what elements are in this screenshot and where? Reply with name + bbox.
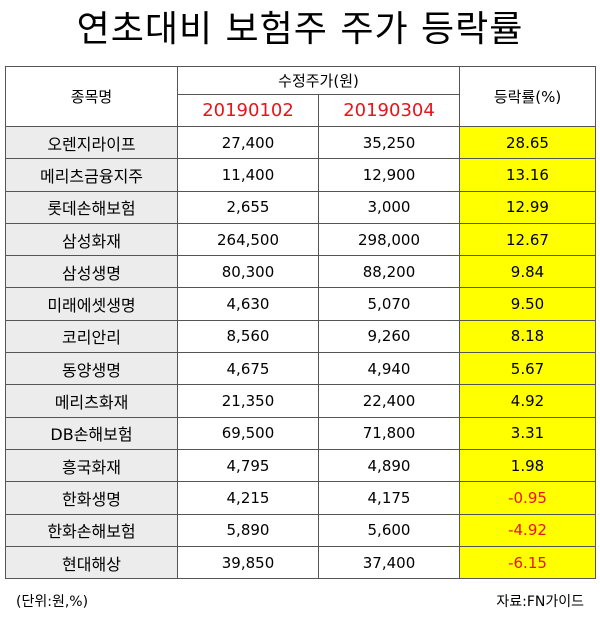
price-start-cell: 8,560 [177, 319, 319, 354]
price-end-cell: 3,000 [318, 190, 460, 224]
page-title: 연초대비 보험주 주가 등락률 [76, 9, 524, 50]
change-rate-cell: 4.92 [459, 384, 596, 418]
change-rate-cell: 28.65 [459, 125, 596, 160]
table-row: 동양생명 4,675 4,940 5.67 [5, 352, 596, 386]
company-name-cell: DB손해보험 [5, 416, 178, 450]
company-name-cell: 코리안리 [5, 319, 178, 354]
price-end-cell: 35,250 [318, 125, 460, 160]
table-row: 삼성생명 80,300 88,200 9.84 [5, 255, 596, 289]
company-name-cell: 미래에셋생명 [5, 287, 178, 321]
price-end-cell: 298,000 [318, 222, 460, 257]
price-end-cell: 22,400 [318, 384, 460, 418]
price-end-cell: 4,175 [318, 481, 460, 515]
change-rate-cell: 5.67 [459, 352, 596, 386]
change-rate-cell: -6.15 [459, 545, 596, 580]
price-end-cell: 5,600 [318, 513, 460, 547]
price-start-cell: 264,500 [177, 222, 319, 257]
price-end-cell: 88,200 [318, 255, 460, 289]
table-row: 메리츠금융지주 11,400 12,900 13.16 [5, 158, 596, 192]
table-row: 한화손해보험 5,890 5,600 -4.92 [5, 513, 596, 547]
header-change-rate: 등락률(%) [459, 66, 596, 127]
price-start-cell: 4,215 [177, 481, 319, 515]
source-note: 자료:FN가이드 [496, 594, 584, 610]
change-rate-cell: 9.84 [459, 255, 596, 289]
header-date-start: 20190102 [177, 94, 319, 127]
price-end-cell: 37,400 [318, 545, 460, 580]
header-date-end: 20190304 [318, 94, 460, 127]
price-start-cell: 4,630 [177, 287, 319, 321]
price-start-cell: 39,850 [177, 545, 319, 580]
table-row: 흥국화재 4,795 4,890 1.98 [5, 448, 596, 483]
table-row: 현대해상 39,850 37,400 -6.15 [5, 545, 596, 580]
price-start-cell: 4,795 [177, 448, 319, 483]
table-row: 미래에셋생명 4,630 5,070 9.50 [5, 287, 596, 321]
company-name-cell: 한화생명 [5, 481, 178, 515]
table-row: 코리안리 8,560 9,260 8.18 [5, 319, 596, 354]
price-end-cell: 4,890 [318, 448, 460, 483]
stock-table: 종목명 수정주가(원) 등락률(%) 20190102 20190304 오렌지… [5, 66, 596, 580]
company-name-cell: 메리츠금융지주 [5, 158, 178, 192]
header-company: 종목명 [5, 66, 178, 127]
change-rate-cell: 3.31 [459, 416, 596, 450]
price-start-cell: 4,675 [177, 352, 319, 386]
table-row: DB손해보험 69,500 71,800 3.31 [5, 416, 596, 450]
change-rate-cell: -4.92 [459, 513, 596, 547]
company-name-cell: 롯데손해보험 [5, 190, 178, 224]
price-end-cell: 5,070 [318, 287, 460, 321]
table-row: 한화생명 4,215 4,175 -0.95 [5, 481, 596, 515]
price-start-cell: 21,350 [177, 384, 319, 418]
price-start-cell: 80,300 [177, 255, 319, 289]
header-adjusted-price: 수정주가(원) [177, 66, 460, 95]
change-rate-cell: 1.98 [459, 448, 596, 483]
change-rate-cell: 12.99 [459, 190, 596, 224]
company-name-cell: 한화손해보험 [5, 513, 178, 547]
company-name-cell: 오렌지라이프 [5, 125, 178, 160]
company-name-cell: 동양생명 [5, 352, 178, 386]
price-end-cell: 9,260 [318, 319, 460, 354]
company-name-cell: 메리츠화재 [5, 384, 178, 418]
company-name-cell: 삼성화재 [5, 222, 178, 257]
table-row: 삼성화재 264,500 298,000 12.67 [5, 222, 596, 257]
change-rate-cell: -0.95 [459, 481, 596, 515]
price-start-cell: 5,890 [177, 513, 319, 547]
change-rate-cell: 13.16 [459, 158, 596, 192]
price-start-cell: 27,400 [177, 125, 319, 160]
change-rate-cell: 12.67 [459, 222, 596, 257]
change-rate-cell: 8.18 [459, 319, 596, 354]
company-name-cell: 현대해상 [5, 545, 178, 580]
price-end-cell: 12,900 [318, 158, 460, 192]
price-end-cell: 71,800 [318, 416, 460, 450]
price-start-cell: 11,400 [177, 158, 319, 192]
company-name-cell: 흥국화재 [5, 448, 178, 483]
price-end-cell: 4,940 [318, 352, 460, 386]
price-start-cell: 2,655 [177, 190, 319, 224]
company-name-cell: 삼성생명 [5, 255, 178, 289]
change-rate-cell: 9.50 [459, 287, 596, 321]
table-row: 오렌지라이프 27,400 35,250 28.65 [5, 125, 596, 160]
table-row: 메리츠화재 21,350 22,400 4.92 [5, 384, 596, 418]
unit-note: (단위:원,%) [16, 594, 89, 610]
table-row: 롯데손해보험 2,655 3,000 12.99 [5, 190, 596, 224]
price-start-cell: 69,500 [177, 416, 319, 450]
